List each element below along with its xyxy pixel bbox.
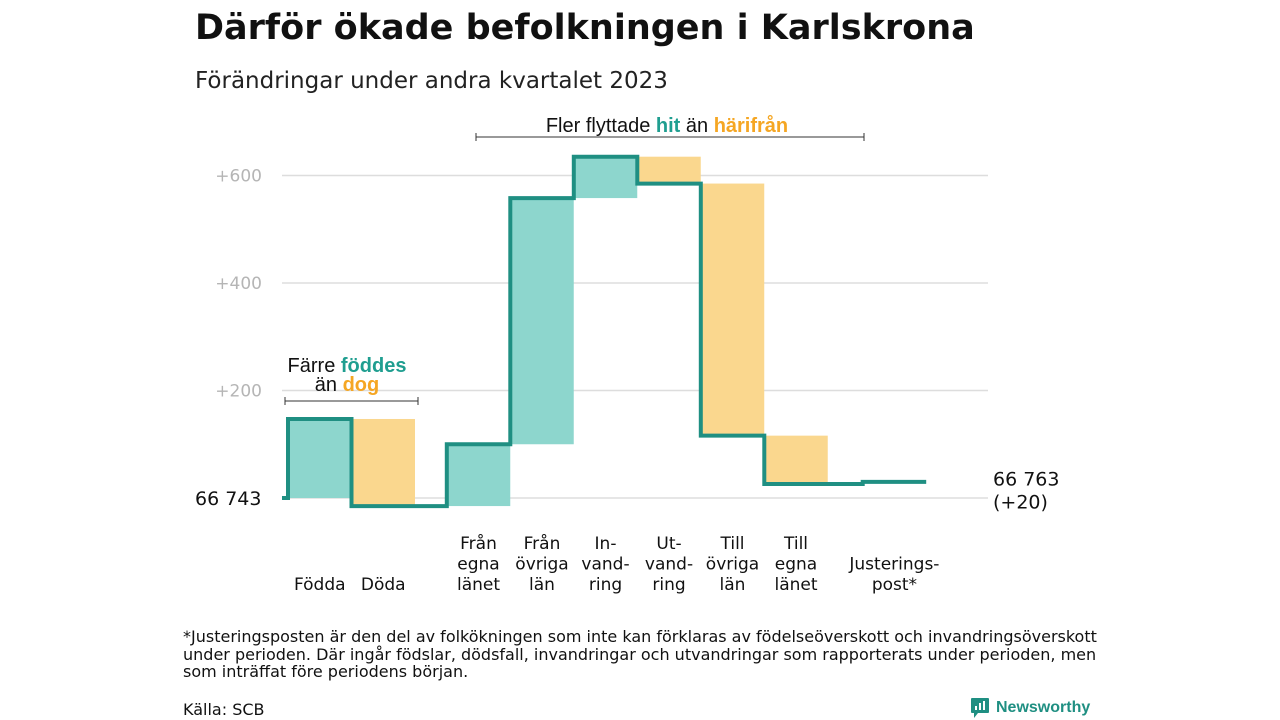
waterfall-chart: +200 +400 +600 Födda Döda Från egna länet Från öv… — [195, 114, 1059, 596]
bar-födda — [288, 418, 352, 498]
category-label: Till övriga län — [706, 534, 759, 595]
bar-tillegnalänet — [764, 435, 828, 485]
footnote: *Justeringsposten är den del av folkökni… — [183, 627, 1097, 681]
y-tick-label: +400 — [215, 274, 262, 294]
category-label: Födda — [294, 575, 346, 595]
bar-frånegnalänet — [446, 444, 511, 507]
labels: +200 +400 +600 Födda Döda Från egna länet Från öv… — [195, 167, 1059, 596]
bar-utvandring — [637, 156, 701, 184]
start-value-label: 66 743 — [195, 488, 261, 510]
category-label: Ut-vand-ring — [645, 534, 693, 595]
category-label: Från egna länet — [457, 533, 500, 595]
category-label: Döda — [361, 575, 406, 595]
category-label: In-vand-ring — [581, 534, 629, 595]
bar-frånövrigalän — [510, 198, 574, 445]
category-label: Till egna länet — [774, 534, 817, 595]
bar-tillövrigalän — [700, 183, 765, 436]
bar-döda — [351, 418, 415, 507]
end-change-label: (+20) — [993, 491, 1048, 513]
births-annotation-line2: än dog — [315, 374, 379, 396]
chart-subtitle: Förändringar under andra kvartalet 2023 — [195, 68, 668, 94]
total-step-line — [282, 154, 927, 509]
migration-annotation: Fler flyttade hit än härifrån — [475, 114, 865, 141]
chart-title: Därför ökade befolkningen i Karlskrona — [195, 8, 975, 48]
births-annotation-line1: Färre föddes — [288, 355, 407, 377]
migration-annotation-text: Fler flyttade hit än härifrån — [546, 114, 788, 137]
bars — [288, 156, 828, 507]
bar-invandring — [573, 156, 638, 199]
brand-name: Newsworthy — [996, 699, 1091, 716]
category-label: Från övriga län — [515, 533, 568, 595]
newsworthy-logo-icon — [971, 698, 989, 718]
source-label: Källa: SCB — [183, 700, 265, 719]
category-label: Justerings-post* — [848, 555, 939, 596]
y-tick-label: +200 — [215, 382, 262, 402]
births-annotation: Färre föddes än dog — [284, 355, 419, 405]
y-tick-label: +600 — [215, 167, 262, 187]
brand-logo: Newsworthy — [970, 697, 1090, 719]
end-value-label: 66 763 — [993, 468, 1059, 490]
running-total-line — [282, 154, 927, 509]
